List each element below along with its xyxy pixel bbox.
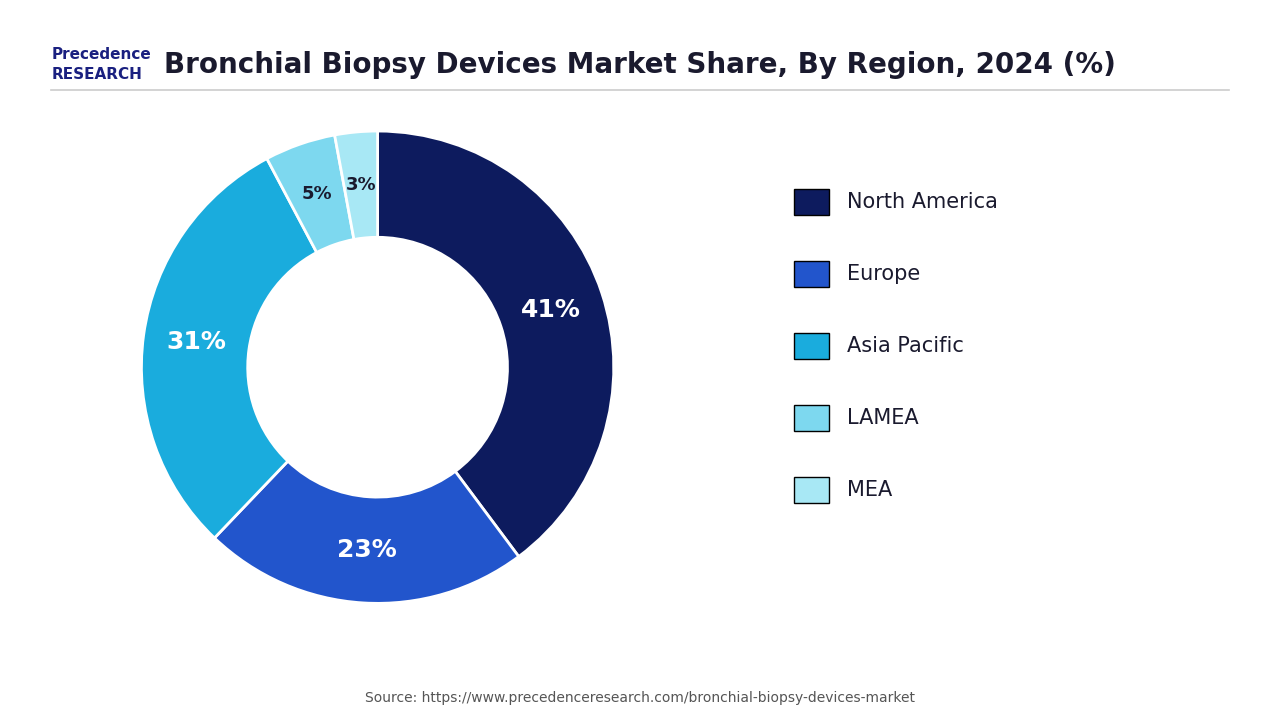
Text: North America: North America — [847, 192, 998, 212]
Text: 5%: 5% — [302, 185, 333, 203]
Wedge shape — [334, 131, 378, 240]
Wedge shape — [266, 135, 355, 253]
Wedge shape — [142, 158, 316, 538]
Text: LAMEA: LAMEA — [847, 408, 919, 428]
Text: 3%: 3% — [346, 176, 376, 194]
Text: Precedence
RESEARCH: Precedence RESEARCH — [51, 48, 151, 82]
Text: 23%: 23% — [337, 538, 397, 562]
Wedge shape — [378, 131, 613, 557]
Text: Bronchial Biopsy Devices Market Share, By Region, 2024 (%): Bronchial Biopsy Devices Market Share, B… — [164, 51, 1116, 78]
Text: MEA: MEA — [847, 480, 892, 500]
Text: Source: https://www.precedenceresearch.com/bronchial-biopsy-devices-market: Source: https://www.precedenceresearch.c… — [365, 691, 915, 706]
Text: Asia Pacific: Asia Pacific — [847, 336, 964, 356]
Text: Europe: Europe — [847, 264, 920, 284]
Wedge shape — [215, 461, 518, 603]
Text: 31%: 31% — [166, 330, 227, 354]
Text: 41%: 41% — [521, 297, 581, 322]
